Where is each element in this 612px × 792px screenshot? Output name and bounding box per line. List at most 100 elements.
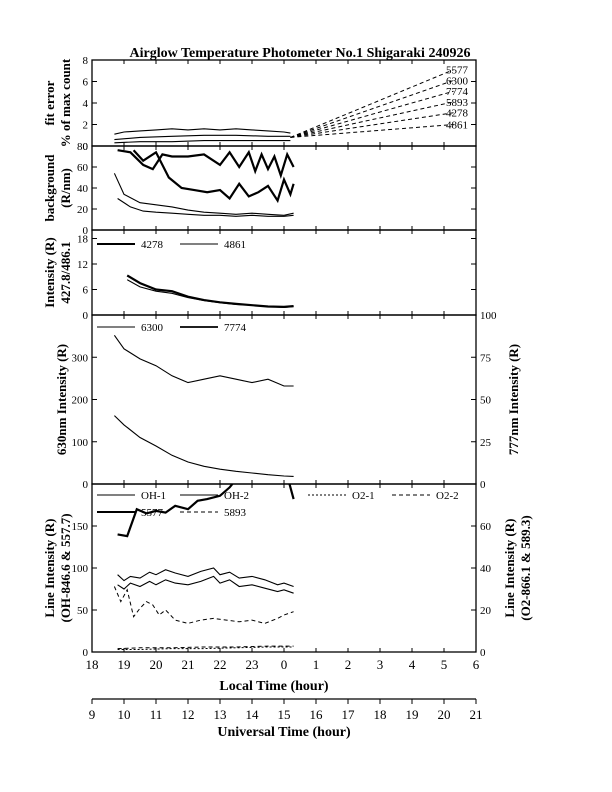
y-tick-label: 6 [83, 77, 89, 89]
y-right-tick-label: 0 [480, 479, 486, 491]
series-line-6300 [290, 79, 454, 138]
y-tick-label: 60 [77, 162, 89, 174]
x-tick-label: 2 [345, 657, 352, 672]
y-axis-label-2: % of max count [58, 58, 73, 147]
series-label-7774: 7774 [446, 86, 469, 98]
x-tick-label: 0 [281, 657, 288, 672]
x-axis-label: Local Time (hour) [219, 679, 328, 694]
series-line-0 [117, 149, 295, 179]
y-axis-label-2: (R/nm) [58, 168, 73, 208]
y-axis-label: fit error [42, 80, 57, 125]
panel-frame [91, 145, 477, 231]
y-axis-label: Line Intensity (R) [42, 519, 57, 618]
series-line-7774 [113, 334, 294, 387]
series-line-5577 [290, 69, 454, 138]
ut-tick-label: 17 [342, 707, 356, 722]
series-label-5893: 5893 [446, 97, 469, 109]
y-tick-label: 8 [83, 55, 89, 67]
legend-2: 4278 4861 [97, 239, 246, 251]
y-tick-label: 50 [77, 605, 89, 617]
y-tick-label: 0 [83, 225, 89, 237]
x-tick-label: 21 [182, 657, 195, 672]
ut-axis-label: Universal Time (hour) [217, 725, 351, 740]
x-tick-label: 18 [86, 657, 99, 672]
y-tick-label: 2 [83, 120, 89, 132]
series-line-1 [132, 149, 295, 204]
y-axis-label-2: (OH-846.6 & 557.7) [58, 513, 73, 622]
chart-panels: 0 2 4 6 8 fit error% of max count 5577 6300 7774… [42, 55, 533, 659]
y-right-tick-label: 50 [480, 395, 492, 407]
y-tick-label: 6 [83, 285, 89, 297]
y-tick-label: 4 [83, 98, 89, 110]
legend-label: 5893 [224, 507, 247, 519]
series-line-O2-1 [117, 646, 294, 650]
y-right-tick-label: 20 [480, 605, 492, 617]
panel-2: 0 6 12 18 Intensity (R) 427.8/486.1 [42, 229, 477, 322]
legend-label: 5577 [141, 507, 164, 519]
series-line-O2-2 [117, 645, 294, 650]
x-tick-label: 5 [441, 657, 448, 672]
chart-title: Airglow Temperature Photometer No.1 Shig… [130, 46, 471, 61]
x-tick-label: 22 [214, 657, 227, 672]
series-group [126, 274, 294, 309]
y-tick-label: 18 [77, 234, 89, 246]
series-line-6 [114, 128, 291, 135]
ut-tick-label: 11 [150, 707, 163, 722]
x-tick-label: 4 [409, 657, 416, 672]
series-label-5577: 5577 [446, 65, 469, 77]
series-label-4278: 4278 [446, 108, 469, 120]
series-line-OH-1 [117, 567, 294, 588]
series-line-7 [114, 134, 291, 141]
y-tick-label: 100 [72, 563, 89, 575]
y-right-tick-label: 40 [480, 563, 492, 575]
x-tick-label: 20 [150, 657, 163, 672]
y-axis-label: background [42, 154, 57, 222]
series-line-3 [117, 198, 294, 217]
x-tick-label: 19 [118, 657, 131, 672]
series-line-6300 [114, 415, 294, 477]
y-right-axis-label: 777nm Intensity (R) [506, 344, 521, 455]
y-axis-label-2: 427.8/486.1 [58, 241, 73, 303]
series-group [113, 149, 295, 217]
y-right-tick-label: 25 [480, 437, 492, 449]
series-line-7774 [290, 90, 454, 138]
series-line-4278 [290, 112, 454, 138]
ut-tick-label: 10 [118, 707, 131, 722]
legend-label: 6300 [141, 322, 164, 334]
y-right-axis-label: Line Intensity (R) [502, 519, 517, 618]
series-group [113, 484, 295, 650]
series-line-5893 [290, 101, 454, 138]
legend-3: 6300 7774 [97, 322, 247, 334]
series-line-OH-2 [117, 575, 294, 594]
x-tick-label: 23 [246, 657, 259, 672]
ut-tick-label: 18 [374, 707, 387, 722]
y-tick-label: 0 [83, 479, 89, 491]
legend-4: OH-1 OH-2 O2-1 O2-2 5577 5893 [97, 490, 459, 519]
panel-frame [91, 59, 477, 147]
legend-label: 4861 [224, 239, 246, 251]
y-tick-label: 200 [72, 395, 89, 407]
ut-tick-label: 20 [438, 707, 451, 722]
x-tick-label: 3 [377, 657, 384, 672]
series-line-5577 [117, 484, 295, 538]
series-line-5893 [113, 586, 294, 624]
y-right-axis-label-2: (O2-866.1 & 589.3) [518, 515, 533, 620]
y-tick-label: 80 [77, 141, 89, 153]
series-line-4278 [126, 274, 294, 309]
y-right-tick-label: 75 [480, 352, 492, 364]
ut-tick-label: 14 [246, 707, 260, 722]
y-tick-label: 40 [77, 183, 89, 195]
ut-tick-label: 21 [470, 707, 483, 722]
ut-tick-label: 15 [278, 707, 291, 722]
ut-tick-label: 16 [310, 707, 324, 722]
legend-label: O2-2 [436, 490, 459, 502]
panel-1: 0 20 40 60 80 background (R/nm) [42, 141, 477, 237]
series-group [114, 69, 454, 144]
x-tick-label: 1 [313, 657, 320, 672]
ut-tick-label: 9 [89, 707, 96, 722]
legend-label: 7774 [224, 322, 247, 334]
legend-label: OH-2 [224, 490, 249, 502]
y-tick-label: 20 [77, 204, 89, 216]
